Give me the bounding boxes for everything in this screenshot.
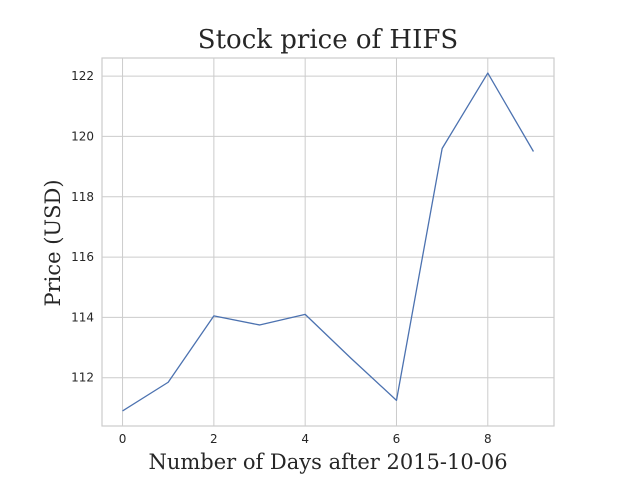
y-tick-label: 116 <box>71 250 94 264</box>
x-gridlines <box>122 58 489 426</box>
x-tick-label: 0 <box>119 432 127 446</box>
x-tick-labels: 0 2 4 6 8 <box>119 432 492 446</box>
y-tick-label: 112 <box>71 371 94 385</box>
y-axis-label: Price (USD) <box>41 179 65 306</box>
x-tick-label: 6 <box>393 432 401 446</box>
series-group <box>122 72 535 412</box>
y-tick-labels: 112 114 116 118 120 122 <box>71 69 94 385</box>
x-tick-label: 8 <box>484 432 492 446</box>
y-tick-label: 120 <box>71 129 94 143</box>
x-tick-label: 2 <box>210 432 218 446</box>
x-tick-label: 4 <box>301 432 309 446</box>
chart-title: Stock price of HIFS <box>198 25 458 55</box>
y-gridlines <box>102 75 554 379</box>
plot-area-frame <box>101 57 555 427</box>
y-tick-label: 122 <box>71 69 94 83</box>
x-axis-label: Number of Days after 2015-10-06 <box>148 450 507 474</box>
series-line <box>122 72 535 412</box>
y-tick-label: 114 <box>71 310 94 324</box>
y-tick-label: 118 <box>71 190 94 204</box>
